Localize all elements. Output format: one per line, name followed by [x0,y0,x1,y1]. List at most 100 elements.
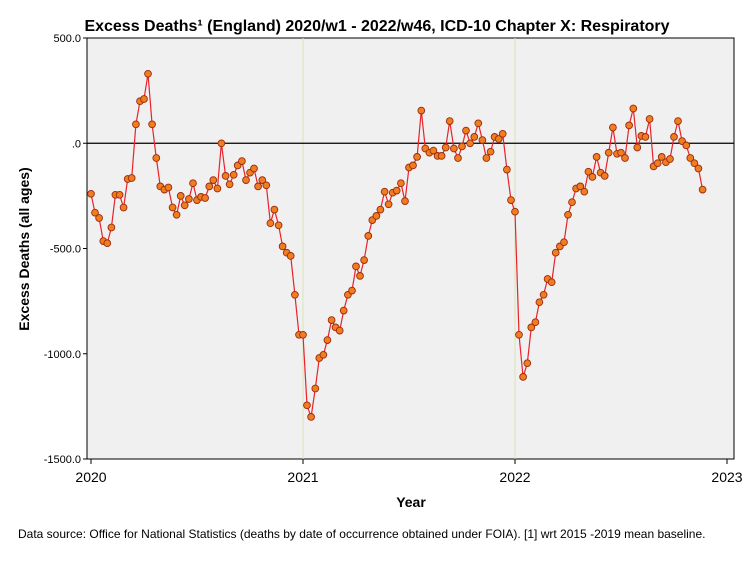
data-point [674,117,682,125]
data-point [217,139,226,148]
x-tick-label: 2021 [287,469,318,485]
chart: Excess Deaths¹ (England) 2020/w1 - 2022/… [16,18,743,510]
data-point [327,316,336,324]
data-point [523,359,532,368]
data-point [176,192,185,200]
data-point [588,173,597,181]
data-point [164,183,173,192]
data-point [172,210,181,219]
y-tick-label: -1000.0 [44,349,81,361]
data-point [417,106,426,115]
data-point [547,278,556,287]
data-point [144,69,152,78]
data-point [140,95,148,103]
data-point [515,330,523,339]
data-point [568,198,576,207]
grid [87,38,734,459]
data-point [291,290,299,299]
data-point [653,159,662,168]
data-point [205,182,214,191]
data-point [262,181,271,190]
data-point [519,373,527,381]
data-point [303,401,311,410]
data-point [213,184,222,193]
data-point [625,121,633,130]
data-point [392,186,401,195]
data-point [539,290,548,299]
data-point [551,248,560,257]
axes: 2020 2021 2022 2023 500.0 .0 -500.0 -1000.0 -150… [44,33,743,485]
data-point [600,172,609,180]
data-point [580,187,589,196]
data-point [629,104,638,113]
data-point [119,203,128,212]
data-point [458,142,466,151]
data-point [527,323,536,332]
data-point [617,148,625,157]
data-point [229,170,238,179]
data-point [441,143,450,152]
data-point [258,176,267,184]
data-point [592,153,601,161]
data-point [221,172,230,180]
data-point [380,187,389,196]
data-point [503,165,511,174]
data-point [323,336,332,344]
data-point [645,115,654,123]
data-point [189,179,197,188]
data-point [445,117,454,125]
data-point [384,200,393,209]
data-point [682,141,691,150]
data-point [152,154,161,162]
data-point [209,176,218,184]
data-point [286,252,295,260]
data-point [584,167,593,176]
data-point [335,326,344,335]
data-point [466,139,474,148]
data-point [482,154,491,162]
x-tick-label: 2020 [75,469,106,485]
data-point [666,155,674,163]
data-point [609,123,617,132]
data-point [148,120,156,129]
data-point [107,223,116,232]
data-point [250,164,258,173]
data-point [115,190,124,199]
data-point [397,179,405,188]
x-tick-label: 2022 [499,469,530,485]
data-point [511,207,519,216]
data-point [319,350,328,359]
data-point [450,144,458,153]
data-point [470,133,479,141]
series [87,69,707,421]
data-point [462,126,470,135]
data-point [531,318,540,327]
data-point [535,298,544,307]
y-tick-label: -1500.0 [44,454,81,466]
data-point [127,174,136,182]
data-point [604,148,613,157]
data-point [437,152,446,160]
data-point [670,133,678,141]
data-point [168,203,177,212]
data-point [185,195,193,203]
data-point [621,154,629,162]
data-point [95,214,103,222]
x-axis-label: Year [396,494,426,510]
data-point [686,154,695,162]
data-point [633,143,642,152]
data-point [356,272,364,280]
data-point [91,208,99,217]
data-point [576,182,585,191]
data-point [454,154,462,162]
data-point [348,286,356,295]
data-point [474,119,483,128]
data-point [270,205,279,214]
data-point [698,185,707,194]
data-point [254,182,262,191]
data-point [201,194,209,202]
data-point [266,219,275,228]
data-point [311,384,320,393]
data-point [507,196,515,204]
data-point [352,262,360,271]
